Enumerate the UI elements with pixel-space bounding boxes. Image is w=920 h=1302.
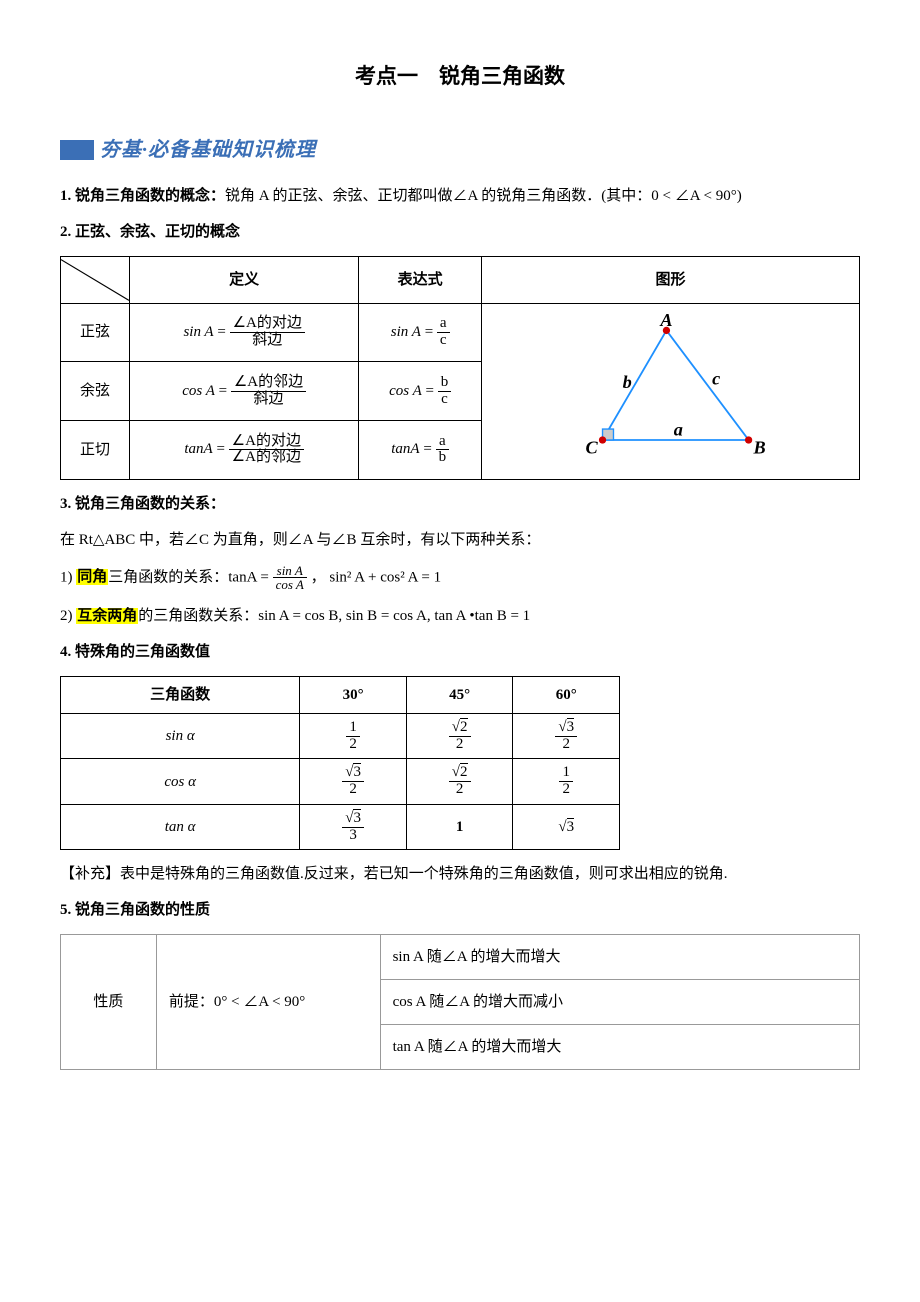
tan-ed: b	[436, 450, 450, 466]
t2-h0: 三角函数	[61, 676, 300, 713]
s5-head: 5. 锐角三角函数的性质	[60, 898, 860, 922]
banner-bar	[60, 140, 94, 160]
s3-l1-hl: 同角	[76, 569, 108, 585]
s3-line2: 2) 互余两角的三角函数关系：sin A = cos B, sin B = co…	[60, 604, 860, 628]
s4-note: 【补充】表中是特殊角的三角函数值.反过来，若已知一个特殊角的三角函数值，则可求出…	[60, 862, 860, 886]
lblA: A	[659, 310, 672, 330]
lblB: B	[752, 437, 765, 457]
row-tan-name: 正切	[61, 420, 130, 479]
row-sin-def: sin A = ∠A的对边斜边	[130, 303, 359, 362]
cos-fn2: cos A	[389, 383, 422, 399]
t2-cell-1-1: √22	[406, 759, 513, 805]
t2-cell-2-2: √3	[513, 804, 620, 850]
section-1: 1. 锐角三角函数的概念：锐角 A 的正弦、余弦、正切都叫做∠A 的锐角三角函数…	[60, 184, 860, 208]
tan-fn: tanA	[184, 441, 212, 457]
s4-head: 4. 特殊角的三角函数值	[60, 640, 860, 664]
s3-l2-tail: 的三角函数关系：sin A = cos B, sin B = cos A, ta…	[138, 608, 530, 624]
row-cos-name: 余弦	[61, 362, 130, 421]
lblC: C	[585, 437, 598, 457]
t2-h1: 30°	[300, 676, 407, 713]
t2-h3: 60°	[513, 676, 620, 713]
row-cos-expr: cos A = bc	[359, 362, 482, 421]
cos-fn: cos A	[182, 383, 215, 399]
sin-ed: c	[437, 333, 450, 349]
th-fig: 图形	[482, 256, 860, 303]
diag-header	[61, 256, 130, 303]
t2-cell-2-0: √33	[300, 804, 407, 850]
sin-fn: sin A	[183, 324, 213, 340]
lbl-b: b	[622, 372, 631, 392]
t3-r2: tan A 随∠A 的增大而增大	[380, 1025, 859, 1070]
row-tan-def: tanA = ∠A的对边∠A的邻边	[130, 420, 359, 479]
t3-col1: 性质	[61, 935, 157, 1070]
s3-l1-mid: 三角函数的关系：tanA =	[108, 569, 272, 585]
sin-num: ∠A的对边	[230, 316, 305, 333]
sin-fn2: sin A	[391, 324, 421, 340]
s3-l1-fd: cos A	[273, 578, 307, 592]
lbl-c: c	[712, 368, 720, 388]
tan-fn2: tanA	[391, 441, 419, 457]
cos-ed: c	[438, 392, 452, 408]
row-sin-expr: sin A = ac	[359, 303, 482, 362]
t2-h2: 45°	[406, 676, 513, 713]
sin-en: a	[437, 316, 450, 333]
triangle-figure: A C B b c a	[482, 303, 860, 479]
t2-cell-0-0: 12	[300, 713, 407, 759]
tan-en: a	[436, 434, 450, 451]
t2-cell-1-2: 12	[513, 759, 620, 805]
sin-den: 斜边	[230, 333, 305, 349]
s3-line1: 1) 同角三角函数的关系：tanA = sin Acos A ， sin² A …	[60, 564, 860, 592]
s2-head: 2. 正弦、余弦、正切的概念	[60, 220, 860, 244]
t2-cell-0-1: √22	[406, 713, 513, 759]
s1-head: 1. 锐角三角函数的概念：	[60, 188, 225, 204]
t3-r0: sin A 随∠A 的增大而增大	[380, 935, 859, 980]
row-tan-expr: tanA = ab	[359, 420, 482, 479]
s3-l2-hl: 互余两角	[76, 608, 138, 624]
tan-den: ∠A的邻边	[229, 450, 304, 466]
s3-head: 3. 锐角三角函数的关系：	[60, 492, 860, 516]
property-table: 性质 前提：0° < ∠A < 90° sin A 随∠A 的增大而增大 cos…	[60, 934, 860, 1070]
tan-num: ∠A的对边	[229, 434, 304, 451]
lbl-a: a	[673, 419, 682, 439]
special-angle-table: 三角函数 30° 45° 60° sin α12√22√32cos α√32√2…	[60, 676, 620, 851]
section-banner: 夯基·必备基础知识梳理	[60, 134, 860, 166]
t2-cell-2-1: 1	[406, 804, 513, 850]
definition-table: 定义 表达式 图形 正弦 sin A = ∠A的对边斜边 sin A = ac …	[60, 256, 860, 480]
s3-l1-tail: ， sin² A + cos² A = 1	[307, 569, 441, 585]
t3-r1: cos A 随∠A 的增大而减小	[380, 980, 859, 1025]
row-sin-name: 正弦	[61, 303, 130, 362]
t2-cell-1-0: √32	[300, 759, 407, 805]
s3-line0: 在 Rt△ABC 中，若∠C 为直角，则∠A 与∠B 互余时，有以下两种关系：	[60, 528, 860, 552]
s3-l2-pre: 2)	[60, 608, 76, 624]
cos-den: 斜边	[231, 392, 306, 408]
page-title: 考点一 锐角三角函数	[60, 60, 860, 94]
th-def: 定义	[130, 256, 359, 303]
t2-cell-0-2: √32	[513, 713, 620, 759]
banner-text: 夯基·必备基础知识梳理	[100, 134, 316, 166]
t2-fn-0: sin α	[61, 713, 300, 759]
s3-l1-fn: sin A	[273, 564, 307, 579]
cos-en: b	[438, 375, 452, 392]
t2-fn-2: tan α	[61, 804, 300, 850]
cos-num: ∠A的邻边	[231, 375, 306, 392]
s1-body: 锐角 A 的正弦、余弦、正切都叫做∠A 的锐角三角函数．(其中：0 < ∠A <…	[225, 188, 742, 204]
row-cos-def: cos A = ∠A的邻边斜边	[130, 362, 359, 421]
t3-col2: 前提：0° < ∠A < 90°	[156, 935, 380, 1070]
triangle-svg: A C B b c a	[566, 310, 776, 465]
th-expr: 表达式	[359, 256, 482, 303]
s3-l1-pre: 1)	[60, 569, 76, 585]
t2-fn-1: cos α	[61, 759, 300, 805]
